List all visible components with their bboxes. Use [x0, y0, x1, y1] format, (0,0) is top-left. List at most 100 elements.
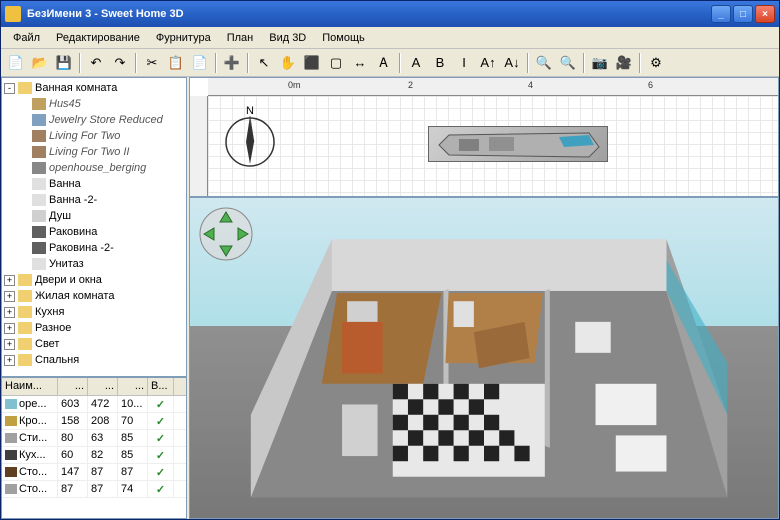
cut-icon[interactable]: ✂ — [141, 52, 163, 74]
collapse-icon[interactable]: - — [4, 83, 15, 94]
text-format-icon[interactable]: A — [405, 52, 427, 74]
paste-icon[interactable]: 📄 — [189, 52, 211, 74]
visibility-checkbox[interactable]: ✓ — [156, 466, 165, 479]
tree-item-label: Hus45 — [49, 98, 81, 110]
copy-icon[interactable]: 📋 — [165, 52, 187, 74]
expand-icon[interactable]: + — [4, 307, 15, 318]
dimension-tool-icon[interactable]: ↔ — [349, 52, 371, 74]
visibility-checkbox[interactable]: ✓ — [156, 483, 165, 496]
menu-редактирование[interactable]: Редактирование — [48, 30, 148, 46]
furniture-list-table[interactable]: Наим............В... оре...60347210...✓К… — [1, 377, 187, 519]
tree-item[interactable]: Hus45 — [4, 96, 184, 112]
table-row[interactable]: Сто...878774✓ — [2, 481, 186, 498]
column-header[interactable]: ... — [88, 378, 118, 395]
column-header[interactable]: ... — [58, 378, 88, 395]
decrease-size-icon[interactable]: A↓ — [501, 52, 523, 74]
menu-файл[interactable]: Файл — [5, 30, 48, 46]
tree-item[interactable]: +Кухня — [4, 304, 184, 320]
text-tool-icon[interactable]: Ꭺ — [373, 52, 395, 74]
expand-icon[interactable]: + — [4, 339, 15, 350]
minimize-button[interactable]: _ — [711, 5, 731, 23]
expand-icon[interactable]: + — [4, 291, 15, 302]
tree-item[interactable]: Jewelry Store Reduced — [4, 112, 184, 128]
tree-item[interactable]: Living For Two II — [4, 144, 184, 160]
visibility-checkbox[interactable]: ✓ — [156, 432, 165, 445]
tree-item[interactable]: +Спальня — [4, 352, 184, 368]
table-row[interactable]: Сти...806385✓ — [2, 430, 186, 447]
video-icon[interactable]: 🎥 — [613, 52, 635, 74]
bold-icon[interactable]: B — [429, 52, 451, 74]
tree-item[interactable]: Раковина -2- — [4, 240, 184, 256]
column-header[interactable]: ... — [118, 378, 148, 395]
table-header[interactable]: Наим............В... — [2, 378, 186, 396]
save-icon[interactable]: 💾 — [53, 52, 75, 74]
tree-item-label: Jewelry Store Reduced — [49, 114, 163, 126]
tree-item[interactable]: openhouse_berging — [4, 160, 184, 176]
menu-помощь[interactable]: Помощь — [314, 30, 373, 46]
expand-icon[interactable]: + — [4, 275, 15, 286]
cell-name: Сто... — [19, 466, 47, 478]
zoom-in-icon[interactable]: 🔍 — [533, 52, 555, 74]
tree-item[interactable]: Раковина — [4, 224, 184, 240]
table-row[interactable]: Кро...15820870✓ — [2, 413, 186, 430]
visibility-checkbox[interactable]: ✓ — [156, 398, 165, 411]
pan-tool-icon[interactable]: ✋ — [277, 52, 299, 74]
furniture-thumb-icon — [32, 98, 46, 110]
menu-вид 3d[interactable]: Вид 3D — [261, 30, 314, 46]
new-file-icon[interactable]: 📄 — [5, 52, 27, 74]
plan-2d-view[interactable]: 0m246 N — [189, 77, 779, 197]
add-furniture-icon[interactable]: ➕ — [221, 52, 243, 74]
furniture-thumb-icon — [32, 130, 46, 142]
tree-item[interactable]: -Ванная комната — [4, 80, 184, 96]
compass-icon[interactable]: N — [218, 106, 282, 170]
redo-icon[interactable]: ↷ — [109, 52, 131, 74]
table-row[interactable]: Кух...608285✓ — [2, 447, 186, 464]
tree-item[interactable]: Унитаз — [4, 256, 184, 272]
column-header[interactable]: Наим... — [2, 378, 58, 395]
preferences-icon[interactable]: ⚙ — [645, 52, 667, 74]
column-header[interactable]: В... — [148, 378, 174, 395]
cell-value: 147 — [58, 464, 88, 480]
cell-value: 87 — [118, 464, 148, 480]
visibility-checkbox[interactable]: ✓ — [156, 415, 165, 428]
maximize-button[interactable]: □ — [733, 5, 753, 23]
room-tool-icon[interactable]: ▢ — [325, 52, 347, 74]
increase-size-icon[interactable]: A↑ — [477, 52, 499, 74]
toolbar-separator — [215, 53, 217, 73]
undo-icon[interactable]: ↶ — [85, 52, 107, 74]
tree-item[interactable]: +Свет — [4, 336, 184, 352]
tree-item[interactable]: Ванна — [4, 176, 184, 192]
titlebar[interactable]: БезИмени 3 - Sweet Home 3D _ □ × — [1, 1, 779, 27]
italic-icon[interactable]: I — [453, 52, 475, 74]
tree-item[interactable]: +Жилая комната — [4, 288, 184, 304]
vertical-ruler — [190, 96, 208, 196]
expand-icon[interactable]: + — [4, 355, 15, 366]
tree-item[interactable]: +Двери и окна — [4, 272, 184, 288]
furniture-thumb-icon — [18, 274, 32, 286]
furniture-thumb-icon — [5, 450, 17, 460]
plan-canvas[interactable]: N — [208, 96, 778, 196]
tree-item[interactable]: +Разное — [4, 320, 184, 336]
tree-item[interactable]: Living For Two — [4, 128, 184, 144]
tree-item[interactable]: Душ — [4, 208, 184, 224]
view-3d[interactable] — [189, 197, 779, 519]
window-title: БезИмени 3 - Sweet Home 3D — [27, 8, 711, 20]
cell-value: 70 — [118, 413, 148, 429]
zoom-out-icon[interactable]: 🔍 — [557, 52, 579, 74]
close-button[interactable]: × — [755, 5, 775, 23]
menu-план[interactable]: План — [219, 30, 262, 46]
wall-tool-icon[interactable]: ⬛ — [301, 52, 323, 74]
photo-icon[interactable]: 📷 — [589, 52, 611, 74]
furniture-catalog-tree[interactable]: -Ванная комната Hus45 Jewelry Store Reduce… — [1, 77, 187, 377]
menu-фурнитура[interactable]: Фурнитура — [148, 30, 219, 46]
visibility-checkbox[interactable]: ✓ — [156, 449, 165, 462]
tree-item[interactable]: Ванна -2- — [4, 192, 184, 208]
table-row[interactable]: Сто...1478787✓ — [2, 464, 186, 481]
table-row[interactable]: оре...60347210...✓ — [2, 396, 186, 413]
select-tool-icon[interactable]: ↖ — [253, 52, 275, 74]
open-file-icon[interactable]: 📂 — [29, 52, 51, 74]
furniture-thumb-icon — [18, 290, 32, 302]
cell-value: 158 — [58, 413, 88, 429]
app-window: БезИмени 3 - Sweet Home 3D _ □ × ФайлРед… — [0, 0, 780, 520]
expand-icon[interactable]: + — [4, 323, 15, 334]
